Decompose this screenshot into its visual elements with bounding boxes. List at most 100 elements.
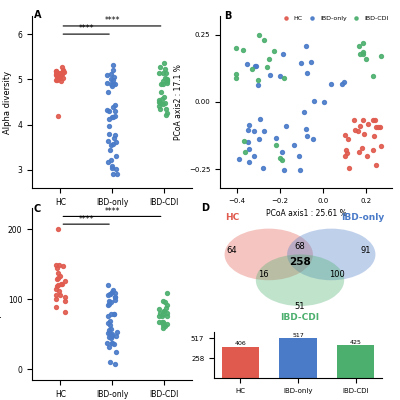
Point [54, 71, 60, 77]
HC [342, 132, 349, 138]
Point [158, 89, 165, 95]
Point [56, 262, 62, 268]
Point [53, 286, 59, 292]
Text: 425: 425 [350, 340, 362, 345]
Point [109, 83, 116, 89]
IBD-only [256, 136, 262, 142]
Point [156, 306, 162, 312]
Point [108, 157, 114, 163]
IBD-only [300, 109, 307, 115]
IBD-only [298, 60, 304, 67]
IBD-only [328, 81, 335, 88]
Bar [222, 347, 259, 378]
Point [108, 332, 115, 339]
IBD-CDI [277, 155, 283, 161]
Point [157, 310, 164, 317]
Point [112, 112, 118, 119]
Point [60, 67, 66, 73]
Point [60, 75, 66, 82]
Point [55, 275, 62, 282]
IBD-only [303, 126, 309, 132]
HC [372, 117, 378, 124]
Point [104, 340, 110, 346]
HC [361, 131, 367, 138]
Point [112, 361, 119, 367]
Text: 64: 64 [227, 246, 237, 255]
IBD-CDI [254, 77, 261, 84]
Point [160, 78, 166, 84]
Point [61, 68, 68, 75]
Point [56, 72, 62, 78]
Point [106, 123, 112, 130]
Point [53, 296, 59, 302]
Point [112, 290, 118, 296]
Point [156, 96, 162, 103]
Point [108, 340, 115, 346]
IBD-CDI [233, 71, 240, 78]
Point [113, 139, 120, 145]
Point [164, 80, 170, 86]
IBD-only [304, 133, 310, 139]
IBD-CDI [363, 56, 370, 62]
Point [161, 94, 168, 101]
IBD-CDI [249, 66, 255, 72]
Point [108, 76, 114, 82]
Y-axis label: PCoA axis2 : 17.1 %: PCoA axis2 : 17.1 % [174, 64, 183, 140]
Point [105, 320, 112, 326]
Point [106, 318, 113, 324]
Point [159, 313, 165, 319]
Point [112, 333, 119, 339]
Point [156, 70, 162, 76]
Point [159, 96, 165, 102]
Text: 406: 406 [234, 341, 246, 346]
Point [52, 292, 59, 298]
Point [104, 282, 111, 289]
Point [158, 319, 165, 326]
Point [56, 292, 63, 298]
IBD-only [250, 128, 257, 135]
HC [345, 136, 351, 142]
Point [156, 103, 162, 109]
Point [111, 74, 117, 80]
IBD-CDI [280, 75, 287, 81]
Point [107, 321, 114, 328]
Y-axis label: Species count: Species count [0, 264, 2, 324]
HC [354, 128, 361, 134]
Point [53, 304, 59, 310]
Point [62, 294, 69, 301]
Point [59, 71, 65, 78]
Text: ****: **** [104, 208, 120, 216]
Y-axis label: Alpha diversity: Alpha diversity [3, 70, 12, 134]
Text: 517: 517 [292, 333, 304, 338]
HC [373, 124, 380, 130]
Point [108, 335, 114, 342]
HC [370, 147, 376, 153]
Point [106, 291, 113, 298]
Point [108, 71, 114, 77]
Point [113, 153, 119, 159]
Point [111, 310, 118, 317]
Point [59, 281, 65, 287]
IBD-only [339, 81, 345, 87]
IBD-CDI [242, 149, 248, 155]
Point [109, 339, 116, 346]
Point [58, 280, 64, 287]
IBD-only [303, 43, 310, 49]
IBD-CDI [360, 50, 366, 57]
Point [107, 358, 113, 365]
Point [55, 226, 61, 232]
Text: A: A [34, 10, 41, 20]
IBD-CDI [369, 73, 376, 79]
Point [109, 330, 115, 337]
Point [111, 294, 118, 300]
Point [110, 141, 116, 148]
Point [107, 331, 113, 337]
HC [356, 149, 362, 155]
Legend: HC, IBD-only, IBD-CDI: HC, IBD-only, IBD-CDI [277, 13, 391, 24]
Point [54, 72, 60, 78]
Point [54, 283, 60, 290]
Point [163, 70, 169, 76]
HC [342, 152, 348, 159]
Point [104, 330, 111, 336]
Text: B: B [224, 11, 232, 21]
